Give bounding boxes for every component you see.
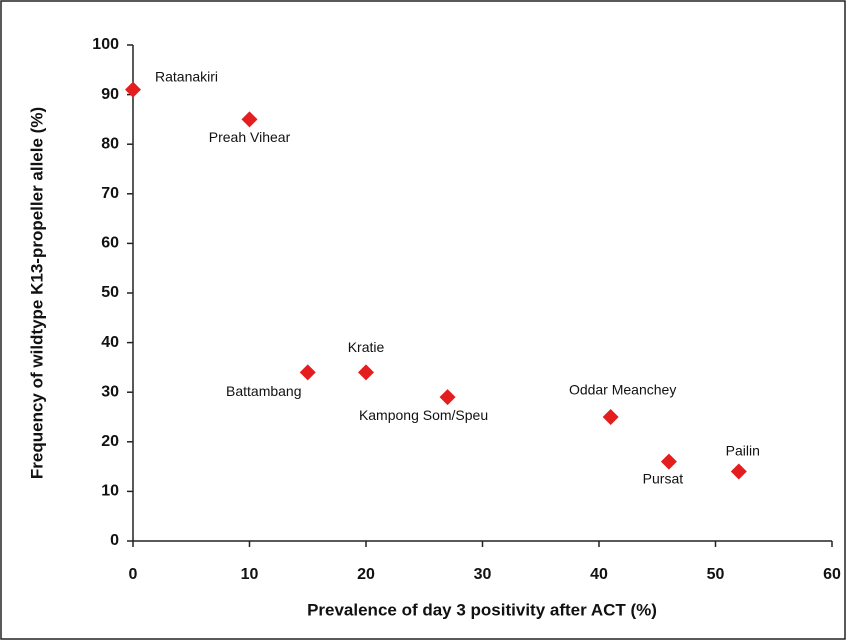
- y-tick-label: 80: [101, 135, 119, 152]
- x-tick-label: 0: [129, 566, 138, 583]
- point-label: Kratie: [348, 339, 385, 355]
- point-label: Pursat: [643, 470, 684, 486]
- point-label: Preah Vihear: [209, 129, 291, 145]
- point: [660, 453, 677, 470]
- point: [602, 409, 619, 425]
- x-tick-label: 30: [474, 566, 492, 583]
- point: [241, 111, 258, 128]
- point: [299, 364, 316, 381]
- y-tick-label: 90: [101, 86, 119, 103]
- point: [358, 364, 374, 381]
- x-tick-label: 60: [823, 566, 841, 583]
- x-axis-title: Prevalence of day 3 positivity after ACT…: [307, 600, 657, 619]
- y-axis-title: Frequency of wildtype K13-propeller alle…: [27, 107, 46, 479]
- point: [730, 463, 747, 480]
- y-tick-label: 10: [101, 483, 119, 500]
- y-tick-label: 0: [110, 532, 119, 549]
- y-tick-label: 30: [101, 383, 119, 400]
- point-label: Oddar Meanchey: [569, 382, 676, 398]
- x-tick-label: 10: [241, 566, 259, 583]
- y-tick-label: 40: [101, 334, 119, 351]
- x-tick-label: 40: [590, 566, 608, 583]
- point-label: Battambang: [226, 383, 302, 399]
- point: [125, 81, 141, 98]
- point: [439, 389, 456, 406]
- point-label: Pailin: [726, 442, 760, 458]
- x-tick-label: 50: [707, 566, 725, 583]
- x-tick-label: 20: [357, 566, 375, 583]
- y-tick-label: 70: [101, 185, 119, 202]
- y-tick-label: 20: [101, 433, 119, 450]
- y-tick-label: 100: [92, 36, 119, 53]
- y-tick-label: 50: [101, 284, 119, 301]
- point-label: Ratanakiri: [155, 68, 218, 84]
- y-tick-label: 60: [101, 235, 119, 252]
- point-label: Kampong Som/Speu: [359, 407, 488, 423]
